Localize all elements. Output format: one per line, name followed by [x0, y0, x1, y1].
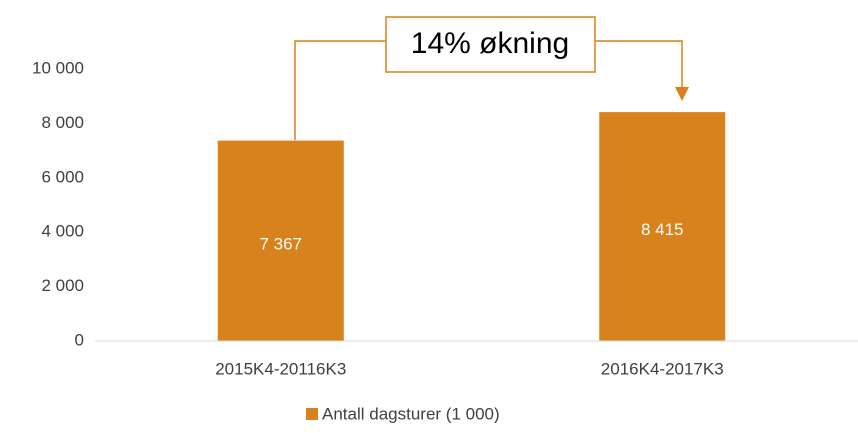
bar: [217, 140, 344, 341]
annotation-connector: [595, 40, 683, 88]
y-tick-label: 6 000: [41, 167, 84, 186]
bar: [599, 112, 726, 341]
value-label: 7 367: [259, 234, 302, 253]
legend-label: Antall dagsturer (1 000): [322, 404, 500, 423]
x-tick-label: 2016K4-2017K3: [601, 359, 724, 378]
annotation-connector: [294, 40, 386, 140]
y-tick-label: 4 000: [41, 222, 84, 241]
annotation-box: [385, 16, 596, 73]
y-tick-label: 8 000: [41, 113, 84, 132]
legend-swatch: [306, 408, 318, 420]
y-tick-label: 2 000: [41, 276, 84, 295]
y-tick-label: 0: [75, 330, 84, 349]
y-tick-label: 10 000: [32, 58, 84, 77]
annotation: 14% økning: [411, 27, 569, 60]
annotation-arrow: [675, 87, 689, 101]
x-tick-label: 2015K4-20116K3: [215, 359, 346, 378]
value-label: 8 415: [641, 220, 684, 239]
